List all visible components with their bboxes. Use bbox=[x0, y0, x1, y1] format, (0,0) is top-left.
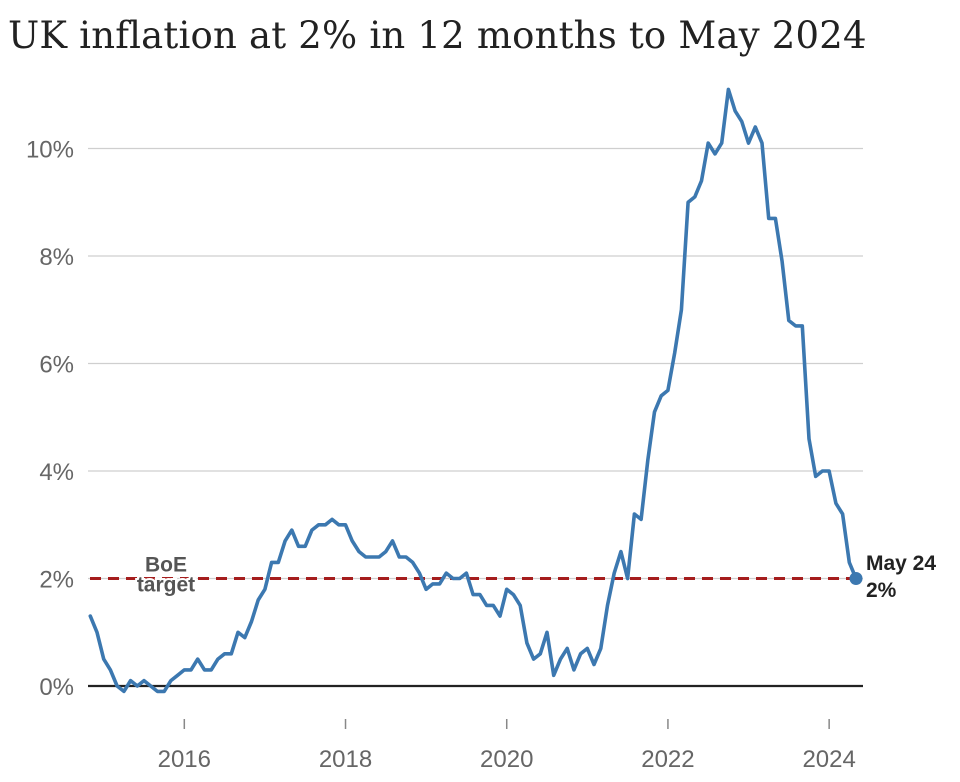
boe-target-label: BoE bbox=[145, 554, 187, 577]
y-tick-label: 8% bbox=[39, 244, 74, 271]
y-tick-label: 6% bbox=[39, 352, 74, 379]
cpi-inflation-line bbox=[88, 87, 858, 694]
latest-point-label: May 24 bbox=[866, 552, 936, 575]
y-tick-label: 4% bbox=[39, 459, 74, 486]
x-tick-label: 2022 bbox=[641, 746, 694, 773]
y-tick-label: 10% bbox=[26, 137, 74, 164]
latest-point-label: 2% bbox=[866, 579, 897, 602]
gridlines bbox=[88, 147, 863, 688]
latest-point-marker bbox=[849, 572, 863, 585]
x-tick-label: 2016 bbox=[158, 746, 211, 773]
y-tick-label: 2% bbox=[39, 567, 74, 594]
x-tick-label: 2018 bbox=[319, 746, 372, 773]
y-tick-label: 0% bbox=[39, 674, 74, 701]
x-axis-ticks: 2016 2018 2020 2022 2024 bbox=[158, 719, 856, 773]
boe-target-label: target bbox=[137, 574, 195, 597]
y-axis-ticks: 0% 2% 4% 6% 8% 10% bbox=[26, 137, 74, 702]
end-label-group: May 24 2% bbox=[849, 552, 936, 602]
chart-title: UK inflation at 2% in 12 months to May 2… bbox=[8, 14, 867, 57]
series-layer bbox=[88, 87, 858, 694]
x-tick-label: 2020 bbox=[480, 746, 533, 773]
x-tick-label: 2024 bbox=[802, 746, 855, 773]
